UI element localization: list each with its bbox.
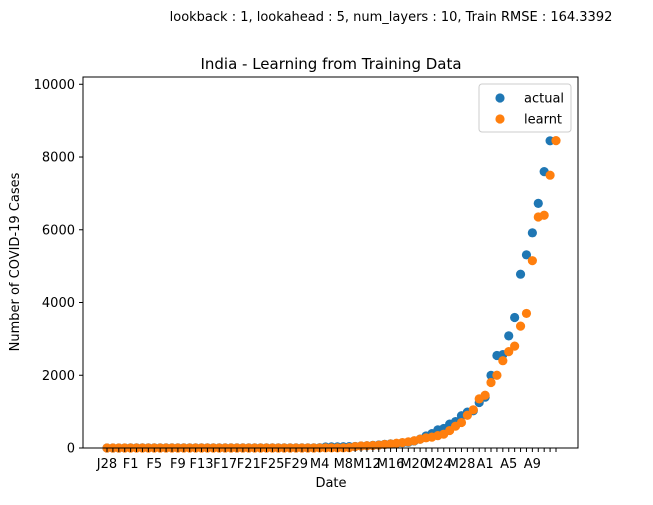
actual-point xyxy=(504,331,514,341)
learnt-point xyxy=(539,210,549,220)
actual-point xyxy=(533,198,543,208)
y-tick-label: 2000 xyxy=(42,369,75,384)
actual-point xyxy=(527,228,537,238)
y-axis-label: Number of COVID-19 Cases xyxy=(8,172,23,351)
legend: actual learnt xyxy=(478,83,572,133)
learnt-point xyxy=(504,347,514,357)
x-tick-label: F1 xyxy=(123,457,139,472)
x-tick-label: A5 xyxy=(500,457,517,472)
learnt-point xyxy=(480,390,490,400)
chart-title: India - Learning from Training Data xyxy=(200,55,461,73)
y-axis-ticks: 0 2000 4000 6000 8000 10000 xyxy=(34,78,83,457)
y-tick-label: 6000 xyxy=(42,223,75,238)
plot-area xyxy=(83,77,578,448)
x-tick-label: M4 xyxy=(310,457,330,472)
x-tick-label: M24 xyxy=(424,457,452,472)
x-axis-ticks: J28 F1 F5 F9 F13 F17 F21 F25 F29 M4 M8 M12M16M20M24… xyxy=(96,448,557,472)
actual-point xyxy=(510,312,520,323)
x-tick-label: F5 xyxy=(146,457,162,472)
learnt-point xyxy=(486,377,496,388)
y-tick-label: 4000 xyxy=(42,296,75,311)
x-tick-label: M12 xyxy=(353,457,381,472)
learnt-point xyxy=(510,341,520,351)
x-tick-label: A9 xyxy=(524,457,541,472)
learnt-point xyxy=(468,405,478,415)
learnt-point xyxy=(462,410,472,420)
axes-spines xyxy=(82,76,579,449)
y-tick-label: 10000 xyxy=(34,78,75,93)
learnt-point xyxy=(498,356,508,366)
legend-marker-learnt xyxy=(495,114,505,124)
x-axis-label: Date xyxy=(315,476,346,491)
legend-label-learnt: learnt xyxy=(524,113,562,128)
x-tick-label: A1 xyxy=(477,457,494,472)
chart-suptitle: lookback : 1, lookahead : 5, num_layers … xyxy=(170,10,613,25)
x-tick-label: F9 xyxy=(170,457,186,472)
x-tick-label: M8 xyxy=(334,457,354,472)
y-tick-label: 0 xyxy=(67,442,75,457)
x-tick-label: F25 xyxy=(260,457,284,472)
x-tick-label: M20 xyxy=(400,457,428,472)
y-tick-label: 8000 xyxy=(42,151,75,166)
legend-marker-actual xyxy=(495,93,505,103)
x-tick-label: J28 xyxy=(96,457,117,472)
learnt-point xyxy=(492,370,502,380)
learnt-point xyxy=(551,136,561,146)
x-tick-label: F29 xyxy=(284,457,308,472)
plot-background xyxy=(83,77,578,448)
learnt-point xyxy=(515,321,526,331)
actual-point xyxy=(521,250,532,260)
x-tick-label: M28 xyxy=(448,457,476,472)
learnt-point xyxy=(527,256,537,266)
legend-label-actual: actual xyxy=(524,92,564,107)
x-tick-label: F17 xyxy=(213,457,237,472)
learnt-point xyxy=(456,417,467,428)
actual-point xyxy=(515,269,526,279)
x-tick-label: F21 xyxy=(237,457,261,472)
axes-frame xyxy=(82,76,579,449)
learnt-point xyxy=(545,170,555,180)
learnt-point xyxy=(521,308,532,319)
x-tick-label: F13 xyxy=(190,457,214,472)
x-tick-label: M16 xyxy=(377,457,405,472)
